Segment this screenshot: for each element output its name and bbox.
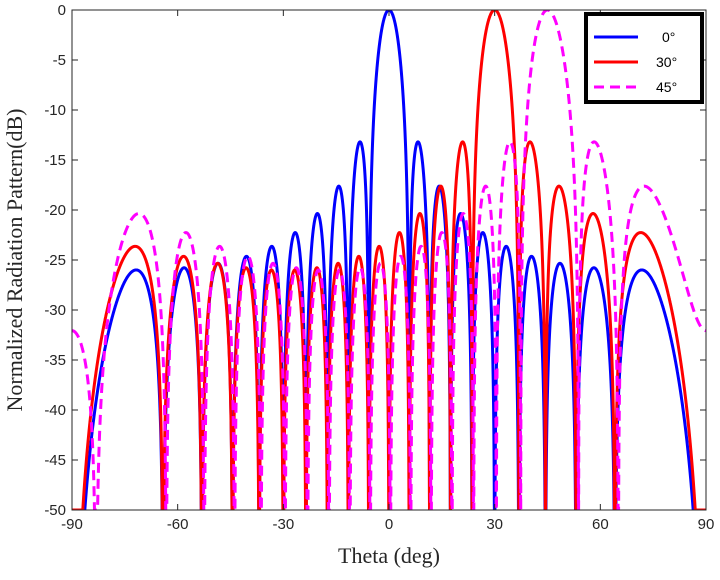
- y-tick-label: -20: [44, 202, 66, 219]
- y-tick-label: -15: [44, 152, 66, 169]
- y-tick-label: 0: [58, 2, 66, 19]
- x-tick-label: -30: [272, 516, 294, 533]
- x-tick-label: -90: [61, 516, 83, 533]
- legend-label-45deg: 45°: [656, 79, 677, 95]
- x-tick-label: 0: [385, 516, 393, 533]
- series-line-30deg: [72, 10, 706, 510]
- x-axis-label: Theta (deg): [338, 543, 440, 568]
- y-axis-label: Normalized Radiation Pattern(dB): [2, 108, 27, 411]
- series-line-0deg: [72, 10, 706, 510]
- y-tick-label: -40: [44, 402, 66, 419]
- y-tick-label: -50: [44, 502, 66, 519]
- x-tick-label: -60: [167, 516, 189, 533]
- x-tick-label: 90: [698, 516, 715, 533]
- x-tick-label: 30: [486, 516, 503, 533]
- y-tick-label: -30: [44, 302, 66, 319]
- legend-box: [584, 12, 704, 104]
- y-tick-label: -25: [44, 252, 66, 269]
- y-tick-label: -35: [44, 352, 66, 369]
- legend-label-0deg: 0°: [662, 29, 675, 45]
- legend-label-30deg: 30°: [656, 54, 677, 70]
- y-tick-label: -45: [44, 452, 66, 469]
- y-tick-label: -10: [44, 102, 66, 119]
- legend: 0° 30° 45°: [584, 12, 704, 104]
- x-tick-label: 60: [592, 516, 609, 533]
- y-tick-label: -5: [53, 52, 66, 69]
- axis-ticks: -90 -60 -30 0 30 60 90 0 -5 -10 -15 -20 -25 -30 -35 -40…: [44, 2, 714, 533]
- plot-curves: [72, 10, 706, 510]
